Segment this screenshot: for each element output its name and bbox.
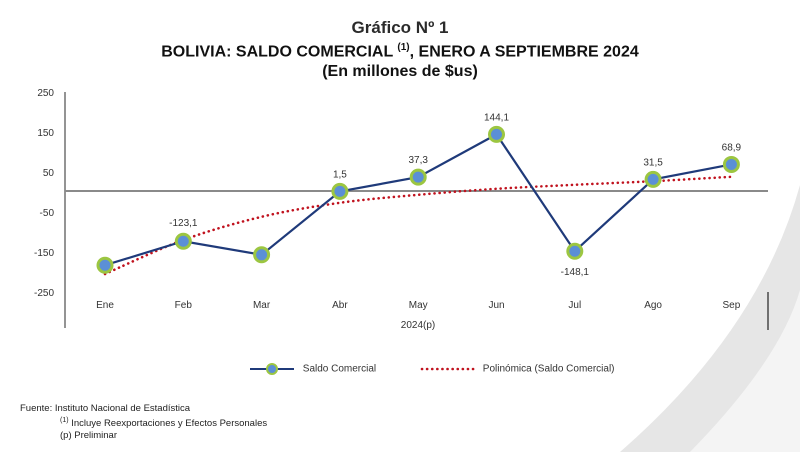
x-tick-label: Ene (96, 300, 114, 311)
data-point (331, 182, 349, 200)
chart-title-rest: , ENERO A SEPTIEMBRE 2024 (409, 43, 639, 61)
data-label: 1,5 (333, 169, 347, 180)
footer-note-1: (1) Incluye Reexportaciones y Efectos Pe… (20, 415, 267, 430)
data-label: 68,9 (722, 142, 742, 153)
x-tick-label: Mar (253, 300, 271, 311)
x-tick-label: Sep (723, 300, 741, 311)
data-point (644, 170, 662, 188)
x-tick-label: May (409, 300, 428, 311)
y-tick-label: -250 (34, 288, 54, 299)
data-point (722, 155, 740, 173)
data-label: -123,1 (169, 218, 198, 229)
legend-label-saldo: Saldo Comercial (302, 363, 377, 375)
data-point (96, 256, 114, 274)
y-axis-ticks: 250 150 50 -50 -150 -250 (34, 88, 54, 299)
data-point (488, 125, 505, 143)
y-tick-label: -50 (40, 208, 55, 219)
y-tick-label: -150 (34, 248, 54, 259)
x-tick-label: Jun (488, 300, 504, 311)
x-tick-label: Ago (644, 300, 662, 311)
footer-note-2: (p) Preliminar (60, 430, 118, 442)
trend-line-polynomial (103, 175, 733, 276)
data-label: 31,5 (643, 157, 663, 168)
legend-item-polinomica: Polinómica (Saldo Comercial) (420, 362, 615, 376)
y-tick-label: 250 (37, 88, 54, 99)
chart-footer: Fuente: Instituto Nacional de Estadístic… (20, 403, 267, 442)
data-label: 37,3 (408, 155, 428, 166)
footer-source: Fuente: Instituto Nacional de Estadístic… (20, 403, 191, 414)
x-axis-ticks: Ene Feb Mar Abr May Jun Jul Ago Sep (96, 300, 741, 311)
data-point (566, 242, 584, 260)
x-tick-label: Abr (332, 300, 348, 311)
data-label: 144,1 (484, 112, 509, 123)
data-point (253, 246, 271, 264)
chart-units: (En millones de $us) (322, 63, 478, 81)
chart-title-footnote-mark: (1) (397, 42, 410, 53)
chart-title-main: BOLIVIA: SALDO COMERCIAL (161, 43, 393, 61)
footer-note-1-mark: (1) (60, 417, 69, 424)
legend-swatch-saldo (250, 363, 294, 375)
footer-note-1-text: Incluye Reexportaciones y Efectos Person… (68, 418, 268, 430)
legend-item-saldo: Saldo Comercial (250, 362, 376, 376)
legend-label-polinomica: Polinómica (Saldo Comercial) (482, 363, 615, 375)
chart-title: BOLIVIA: SALDO COMERCIAL (1), ENERO A SE… (0, 38, 800, 62)
x-tick-label: Jul (568, 300, 581, 311)
data-point (174, 232, 192, 250)
data-labels: -123,1 1,5 37,3 144,1 -148,1 31,5 68,9 (169, 112, 741, 278)
chart-number: Gráfico Nº 1 (351, 18, 449, 37)
chart-title-block: Gráfico Nº 1 BOLIVIA: SALDO COMERCIAL (1… (0, 18, 800, 82)
series-line-saldo-comercial (104, 132, 732, 267)
y-tick-label: 50 (43, 168, 55, 179)
data-point (409, 168, 427, 186)
y-tick-label: 150 (37, 128, 54, 139)
x-tick-label: Feb (175, 300, 193, 311)
series-markers (96, 125, 740, 274)
legend-swatch-polinomica (420, 367, 478, 371)
decorative-arc-inner (690, 290, 800, 452)
data-label: -148,1 (561, 267, 590, 278)
x-axis-label: 2024(p) (401, 320, 435, 331)
